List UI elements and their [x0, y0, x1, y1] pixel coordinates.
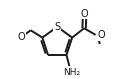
Text: O: O — [17, 32, 25, 42]
Text: O: O — [81, 9, 88, 19]
Text: S: S — [54, 22, 60, 32]
Text: NH₂: NH₂ — [63, 68, 80, 76]
Text: O: O — [97, 30, 105, 40]
